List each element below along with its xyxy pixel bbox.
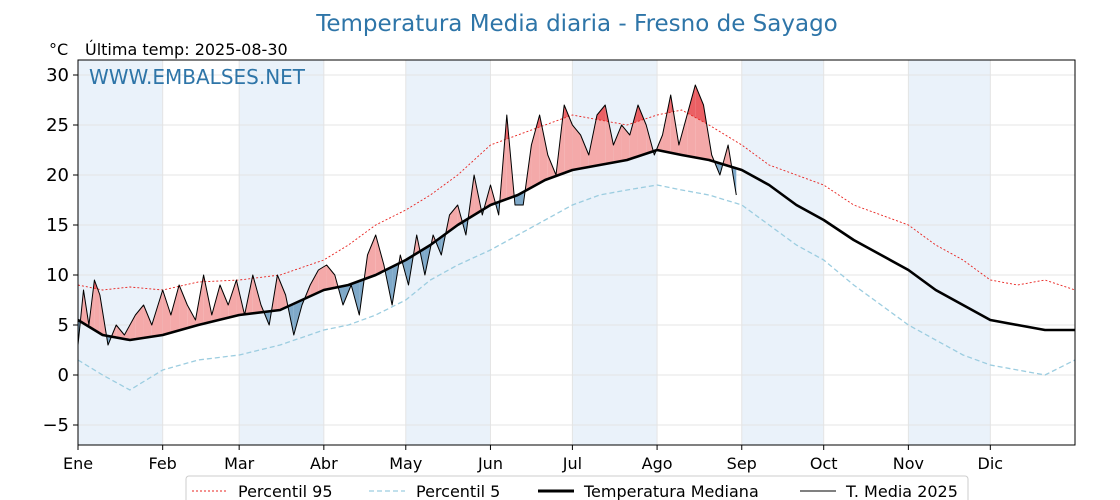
fill-above-median [162,290,171,335]
fill-above-median [678,115,688,156]
fill-above-median [318,265,327,293]
fill-above-median [588,115,597,167]
series-line-t2025 [77,84,737,346]
fill-above-median [179,285,188,331]
fill-above-median [135,305,144,340]
x-tick-label: Sep [727,454,757,473]
fill-above-median [326,265,335,290]
y-tick-label: 30 [46,65,69,86]
fill-above-median [621,125,630,161]
grid-lines [77,60,1075,445]
fill-above-median [539,115,548,183]
y-tick-label: 20 [46,165,69,186]
fill-above-median [613,125,622,163]
legend-box [185,475,969,500]
y-tick-label: 25 [46,115,69,136]
plot-frame [77,59,1076,446]
month-band [908,60,991,445]
series-lines [77,84,1076,391]
fill-above-median [143,305,152,338]
fill-above-median [170,285,180,333]
month-band [78,60,163,445]
fill-above-median [94,280,100,334]
fill-above-median [580,135,589,169]
legend-label-t2025: T. Media 2025 [845,482,958,500]
fill-above-median [531,115,540,188]
x-tick-label: Jun [477,454,503,473]
legend-label-p5: Percentil 5 [416,482,500,500]
fill-above-p95 [596,105,606,121]
x-tick-label: Mar [224,454,255,473]
month-band [741,60,824,445]
fill-above-median [572,125,581,170]
y-tick-label: 15 [46,215,69,236]
x-tick-label: Ago [642,454,673,473]
y-axis: −5 0 5 10 15 20 25 30 [42,65,78,436]
legend-label-median: Temperatura Mediana [583,482,759,500]
x-tick-label: Dic [978,454,1004,473]
unit-label: °C [49,40,68,59]
series-line-p95 [77,109,1076,291]
fill-above-median [277,275,286,311]
y-tick-label: 5 [58,315,69,336]
x-tick-label: May [389,454,422,473]
fill-above-median [151,290,163,337]
x-tick-label: Abr [310,454,338,473]
x-tick-label: Ene [63,454,93,473]
x-tick-label: Oct [810,454,838,473]
month-bands [78,60,991,445]
fill-above-median [252,275,262,314]
fill-above-median [116,325,125,339]
fill-above-median [375,235,384,275]
fill-above-p95 [695,85,704,122]
fill-above-median [228,280,237,318]
month-band [239,60,324,445]
fill-above-median [564,105,573,173]
watermark: WWW.EMBALSES.NET [89,65,306,89]
fill-above-median [449,205,458,231]
last-temp-label: Última temp: 2025-08-30 [85,40,288,59]
legend: Percentil 95 Percentil 5 Temperatura Med… [185,475,969,500]
chart-title: Temperatura Media diaria - Fresno de Say… [315,11,838,37]
series-line-p5 [77,184,1076,391]
y-tick-label: −5 [42,415,69,436]
fill-above-median [367,235,376,278]
x-tick-label: Nov [893,454,924,473]
fill-above-median [220,285,229,320]
series-line-median [77,148,1075,342]
y-tick-label: 0 [58,365,69,386]
y-tick-label: 10 [46,265,69,286]
fill-above-median [187,305,196,329]
legend-label-p95: Percentil 95 [238,482,333,500]
x-tick-label: Jul [562,454,582,473]
x-tick-label: Feb [149,454,177,473]
x-axis: Ene Feb Mar Abr May Jun Jul Ago Sep Oct Nov Dic [63,445,1003,473]
fill-above-median [310,270,319,297]
